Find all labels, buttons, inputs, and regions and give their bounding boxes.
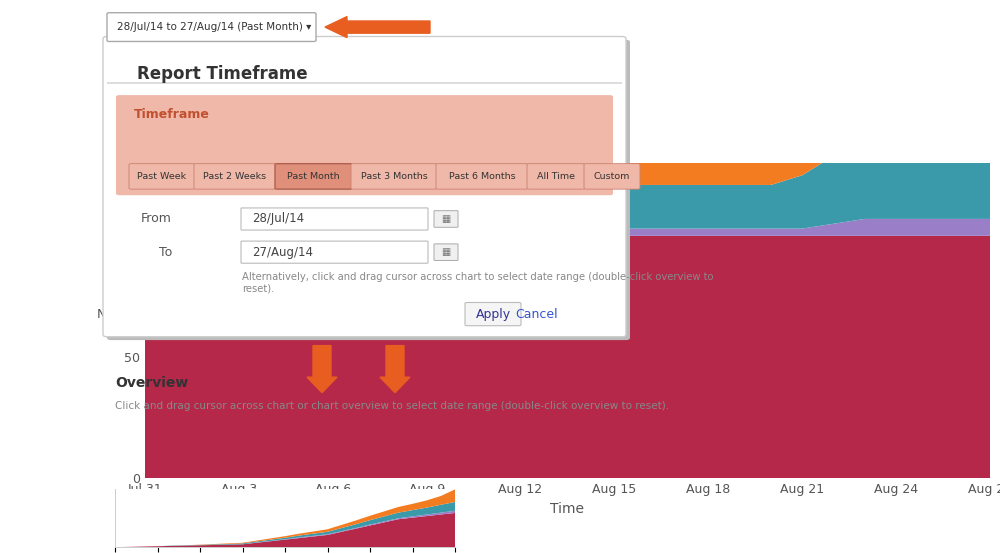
Text: To: To: [159, 246, 172, 259]
Text: Overview: Overview: [115, 376, 188, 390]
Text: 28/Jul/14 to 27/Aug/14 (Past Month) ▾: 28/Jul/14 to 27/Aug/14 (Past Month) ▾: [117, 22, 311, 32]
Y-axis label: Nu: Nu: [97, 307, 114, 321]
Text: Past 3 Months: Past 3 Months: [361, 172, 427, 181]
Text: Past 6 Months: Past 6 Months: [449, 172, 515, 181]
Text: Click and drag cursor across chart or chart overview to select date range (doubl: Click and drag cursor across chart or ch…: [115, 401, 669, 411]
Text: Apply: Apply: [475, 307, 511, 321]
Text: Custom: Custom: [594, 172, 630, 181]
Text: All Time: All Time: [537, 172, 575, 181]
Text: ▦: ▦: [441, 214, 451, 224]
Text: Cancel: Cancel: [516, 307, 558, 321]
Text: From: From: [141, 212, 172, 226]
Text: Past 2 Weeks: Past 2 Weeks: [203, 172, 267, 181]
X-axis label: Time: Time: [550, 502, 584, 516]
Text: Alternatively, click and drag cursor across chart to select date range (double-c: Alternatively, click and drag cursor acr…: [242, 272, 714, 294]
Text: Past Week: Past Week: [137, 172, 187, 181]
Text: Timeframe: Timeframe: [134, 108, 210, 121]
Text: 27/Aug/14: 27/Aug/14: [252, 246, 313, 259]
Text: 28/Jul/14: 28/Jul/14: [252, 212, 304, 226]
Text: Report Timeframe: Report Timeframe: [137, 65, 308, 82]
Text: Past Month: Past Month: [287, 172, 340, 181]
Text: ▦: ▦: [441, 247, 451, 257]
